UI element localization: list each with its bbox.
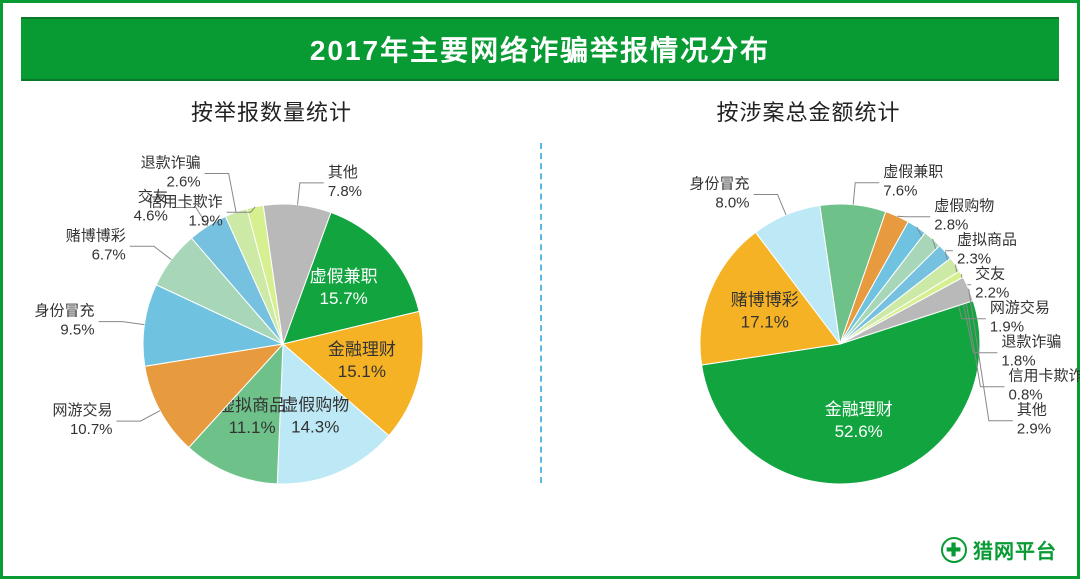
slice-label-value: 52.6% [835,422,883,441]
brand-icon: ✚ [941,537,967,563]
slice-label-name: 其他 [328,164,358,181]
right-chart-column: 按涉案总金额统计 金融理财 52.6% 赌博博彩 17.1% 身份冒充 8.0% 虚假兼职 7… [540,81,1077,536]
slice-label-value: 7.8% [328,183,362,200]
slice-label-value: 14.3% [291,418,339,437]
slice-label-name: 信用卡欺诈 [1008,368,1080,385]
slice-label-name: 退款诈骗 [1001,334,1061,351]
footer-brand: ✚ 猎网平台 [941,535,1057,564]
leader-line [754,195,786,215]
slice-label-name: 退款诈骗 [141,154,201,171]
slice-label-name: 金融理财 [328,340,396,359]
slice-label-name: 金融理财 [825,400,893,419]
charts-container: 按举报数量统计 虚假兼职 15.7% 金融理财 15.1% 虚假购物 14.3% 虚拟商品 1… [3,81,1077,536]
leader-line [99,322,145,325]
left-chart-subtitle: 按举报数量统计 [3,95,540,127]
leader-line [853,183,879,205]
slice-label-name: 虚假兼职 [310,267,378,286]
slice-label-value: 8.0% [715,195,749,212]
slice-label-value: 15.7% [319,289,367,308]
slice-label-name: 其他 [1017,402,1047,419]
left-pie-wrap: 虚假兼职15.7%金融理财15.1%虚假购物14.3%虚拟商品11.1%网游交易… [3,139,540,536]
slice-label-value: 2.6% [166,173,200,190]
slice-label-name: 赌博博彩 [731,290,799,309]
slice-label-name: 虚假购物 [934,198,994,215]
slice-label-name: 身份冒充 [690,176,750,193]
slice-label-value: 1.9% [188,212,222,229]
leader-line [117,411,160,421]
page-title: 2017年主要网络诈骗举报情况分布 [21,17,1059,81]
slice-label-name: 虚假兼职 [883,164,943,181]
slice-label-name: 交友 [975,265,1005,283]
leader-line [298,183,324,205]
slice-label-value: 17.1% [741,312,789,331]
slice-label-value: 10.7% [70,421,113,438]
left-chart-column: 按举报数量统计 虚假兼职15.7%金融理财15.1%虚假购物14.3%虚拟商品1… [3,81,540,536]
slice-label-name: 网游交易 [990,299,1050,317]
slice-label-name: 网游交易 [53,401,113,419]
right-pie-wrap: 金融理财 52.6% 赌博博彩 17.1% 身份冒充 8.0% 虚假兼职 7.6% 虚假购物 2.… [540,139,1077,536]
slice-label-name: 虚假购物 [281,396,349,415]
slice-label-name: 身份冒充 [35,303,95,320]
brand-text: 猎网平台 [973,535,1057,564]
slice-label-value: 9.5% [60,322,94,339]
slice-label-value: 6.7% [92,246,126,263]
slice-label-value: 15.1% [338,362,386,381]
right-pie-chart: 金融理财 52.6% 赌博博彩 17.1% 身份冒充 8.0% 虚假兼职 7.6% 虚假购物 2.… [540,139,1080,539]
right-chart-subtitle: 按涉案总金额统计 [540,95,1077,127]
leader-line [130,246,172,259]
slice-label-value: 2.9% [1017,421,1051,438]
left-pie-chart: 虚假兼职15.7%金融理财15.1%虚假购物14.3%虚拟商品11.1%网游交易… [3,139,543,539]
slice-label-name: 赌博博彩 [66,227,126,244]
slice-label-value: 7.6% [883,183,917,200]
slice-label-name: 信用卡欺诈 [148,193,223,210]
slice-label-name: 虚拟商品 [957,232,1017,249]
slice-label-value: 11.1% [229,418,276,437]
